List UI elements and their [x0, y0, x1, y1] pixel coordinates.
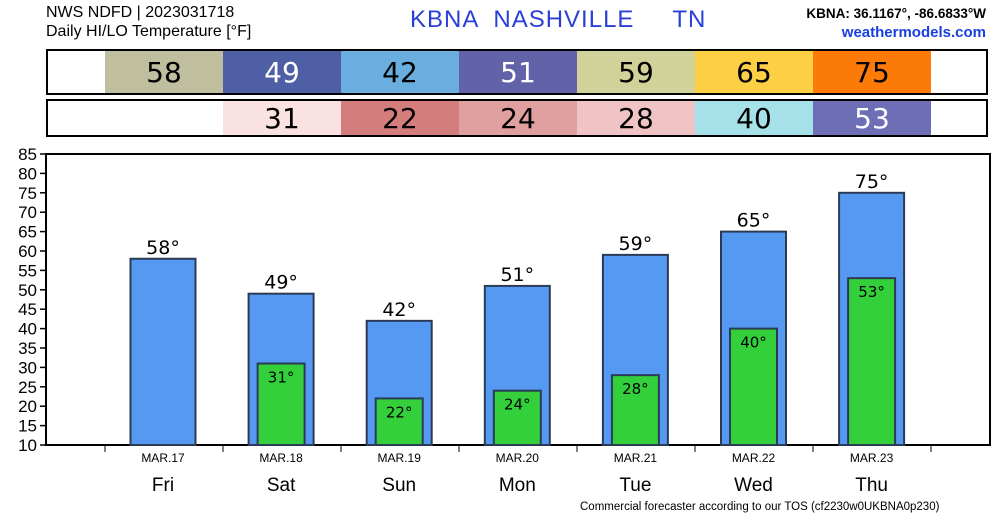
date-label: MAR.17	[141, 451, 185, 465]
y-tick-label: 55	[18, 261, 37, 280]
day-label: Sun	[382, 475, 416, 496]
low-temp-label: 28°	[622, 380, 649, 398]
y-tick-label: 25	[18, 378, 37, 397]
low-temp-bar	[610, 374, 660, 446]
low-temp-label: 40°	[740, 334, 767, 352]
y-tick-label: 10	[18, 436, 37, 455]
y-tick-label: 45	[18, 300, 37, 319]
y-tick-label: 30	[18, 358, 37, 377]
y-tick-label: 85	[18, 145, 37, 164]
lo-cell: 53	[813, 101, 931, 135]
high-temp-label: 65°	[737, 210, 771, 232]
lo-cell	[105, 101, 223, 135]
lo-cell: 28	[577, 101, 695, 135]
low-temperature-strip: 31 22 24 28 40 53	[46, 99, 988, 137]
date-label: MAR.18	[259, 451, 303, 465]
day-label: Fri	[152, 475, 174, 496]
model-run-label: NWS NDFD | 2023031718	[46, 4, 235, 21]
hi-cell: 42	[341, 51, 459, 93]
y-tick-label: 20	[18, 397, 37, 416]
high-temp-label: 49°	[264, 272, 298, 294]
low-temp-bar	[729, 327, 778, 447]
station-coordinates: KBNA: 36.1167°, -86.6833°W	[806, 6, 986, 21]
header-right: KBNA: 36.1167°, -86.6833°W weathermodels…	[806, 4, 986, 42]
low-temp-label: 24°	[504, 396, 531, 414]
y-tick-label: 15	[18, 417, 37, 436]
day-label: Sat	[267, 475, 296, 496]
y-tick-label: 35	[18, 339, 37, 358]
day-label: Thu	[855, 475, 888, 496]
hi-cell: 59	[577, 51, 695, 93]
lo-cell: 40	[695, 101, 813, 135]
lo-cell: 24	[459, 101, 577, 135]
hi-cell: 75	[813, 51, 931, 93]
date-label: MAR.19	[378, 451, 422, 465]
date-label: MAR.20	[496, 451, 540, 465]
low-temp-bar	[847, 277, 897, 446]
lo-cell: 31	[223, 101, 341, 135]
hi-cell: 49	[223, 51, 341, 93]
high-temp-label: 51°	[500, 264, 534, 286]
high-temp-label: 75°	[855, 171, 889, 193]
date-label: MAR.21	[614, 451, 658, 465]
low-temp-bar	[374, 397, 424, 447]
header-left: NWS NDFD | 2023031718 Daily HI/LO Temper…	[46, 3, 251, 41]
date-label: MAR.22	[732, 451, 776, 465]
high-temp-label: 58°	[146, 237, 180, 259]
y-tick-label: 65	[18, 223, 37, 242]
high-temp-bar	[129, 257, 197, 447]
day-label: Mon	[499, 475, 536, 496]
hi-cell: 51	[459, 51, 577, 93]
lo-cell: 22	[341, 101, 459, 135]
day-label: Tue	[619, 475, 651, 496]
footer-note: Commercial forecaster according to our T…	[580, 501, 940, 513]
low-temp-bar	[492, 389, 542, 446]
high-temp-label: 59°	[619, 233, 653, 255]
y-tick-label: 60	[18, 242, 37, 261]
low-temp-label: 53°	[858, 283, 885, 301]
low-temp-label: 31°	[268, 369, 295, 387]
day-label: Wed	[734, 475, 773, 496]
y-tick-label: 70	[18, 203, 37, 222]
y-tick-label: 75	[18, 184, 37, 203]
y-tick-label: 40	[18, 320, 37, 339]
high-temperature-strip: 58 49 42 51 59 65 75	[46, 49, 988, 95]
high-temp-label: 42°	[382, 299, 416, 321]
hi-cell: 58	[105, 51, 223, 93]
hi-cell: 65	[695, 51, 813, 93]
date-label: MAR.23	[850, 451, 894, 465]
product-label: Daily HI/LO Temperature [°F]	[46, 23, 252, 40]
y-tick-label: 80	[18, 164, 37, 183]
y-tick-label: 50	[18, 281, 37, 300]
station-title: KBNA NASHVILLE TN	[410, 6, 707, 33]
low-temp-label: 22°	[386, 403, 413, 421]
site-link[interactable]: weathermodels.com	[841, 24, 986, 41]
low-temp-bar	[256, 362, 306, 446]
